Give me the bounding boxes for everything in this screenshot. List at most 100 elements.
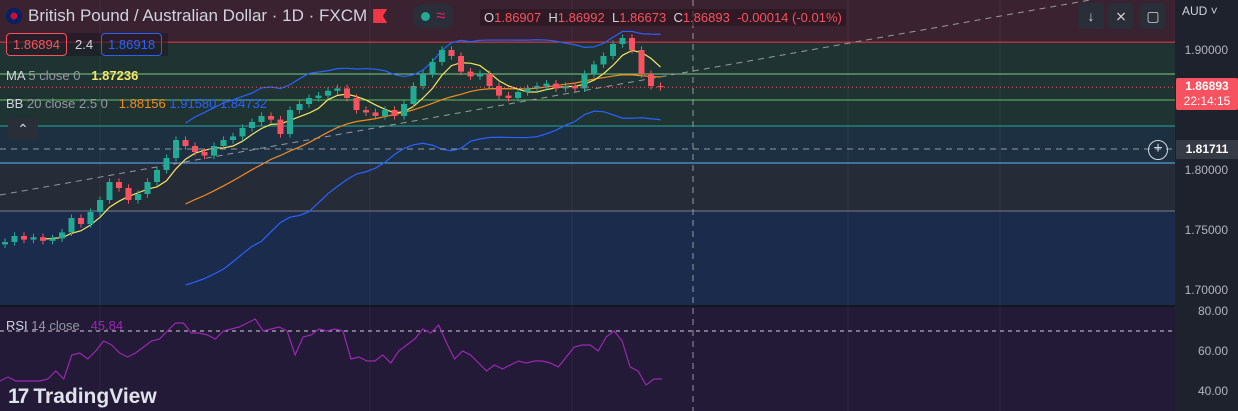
candle	[581, 74, 588, 89]
candle	[410, 86, 417, 104]
candle	[420, 74, 426, 86]
candle	[163, 158, 170, 170]
candle	[230, 136, 236, 140]
candle	[505, 95, 512, 98]
candle	[87, 212, 94, 224]
candle	[40, 237, 46, 241]
candle	[220, 140, 227, 146]
pane-divider	[0, 305, 1175, 307]
candle	[638, 50, 645, 74]
candle	[306, 98, 312, 104]
candle	[68, 218, 75, 233]
bb-lower-line	[185, 110, 661, 286]
candle	[486, 74, 493, 86]
rsi-tick: 80.00	[1197, 304, 1228, 318]
rsi-legend[interactable]: RSI 14 close 45.84	[6, 318, 124, 333]
tv-logo-icon: 17	[8, 385, 29, 408]
tradingview-logo[interactable]: 17 TradingView	[8, 385, 157, 408]
candle	[125, 188, 132, 200]
candle	[315, 95, 322, 98]
candle	[572, 86, 578, 89]
candle	[49, 238, 56, 241]
candle	[21, 236, 27, 240]
candle	[296, 104, 303, 110]
price-tick: 1.70000	[1184, 283, 1228, 297]
candle	[401, 104, 407, 116]
candle	[657, 86, 664, 88]
rsi-tick: 40.00	[1197, 384, 1228, 398]
scroll-down-button[interactable]: ↓	[1078, 3, 1104, 29]
candle	[610, 44, 616, 56]
fullscreen-button[interactable]: ▢	[1140, 3, 1166, 29]
candle	[648, 74, 654, 86]
candle	[239, 128, 246, 137]
candle	[106, 182, 113, 200]
candle	[458, 56, 464, 72]
price-axis	[1175, 0, 1238, 411]
buy-button[interactable]: 1.86918	[101, 33, 163, 56]
current-price-tag: 1.86893 22:14:15	[1176, 78, 1238, 110]
symbol-name: British Pound / Australian Dollar · 1D ·…	[28, 6, 368, 25]
candle	[144, 182, 151, 194]
bb-basis-line	[185, 74, 661, 205]
collapse-button[interactable]: ⨯	[1108, 3, 1134, 29]
candle	[78, 218, 84, 224]
candle	[353, 98, 360, 110]
candle	[211, 146, 217, 156]
candle	[496, 86, 502, 96]
collapse-legend-button[interactable]: ⌃	[8, 118, 38, 140]
bookmark-flag-icon[interactable]	[373, 9, 388, 23]
trade-panel: 1.86894 2.4 1.86918	[6, 33, 169, 56]
candle	[116, 182, 122, 188]
collapse-icon: ⨯	[1115, 7, 1127, 24]
candle	[135, 194, 141, 200]
candle	[249, 122, 255, 128]
candle	[467, 71, 474, 77]
price-tick: 1.90000	[1184, 43, 1228, 57]
candle	[30, 237, 37, 240]
candle	[629, 38, 635, 50]
candle	[382, 110, 388, 116]
ma-legend[interactable]: MA 5 close 0 1.87236	[6, 68, 139, 83]
candle	[154, 170, 160, 182]
candle	[2, 242, 8, 245]
candle	[11, 236, 18, 242]
chevron-up-icon: ⌃	[17, 120, 29, 137]
add-alert-plus-icon[interactable]: +	[1148, 140, 1168, 160]
candle	[97, 200, 103, 212]
candle	[192, 146, 198, 152]
candle	[524, 88, 531, 92]
candle	[325, 90, 331, 96]
candle	[182, 140, 189, 146]
fullscreen-icon: ▢	[1146, 7, 1160, 24]
wave-icon: ≈	[436, 6, 446, 25]
symbol-title[interactable]: British Pound / Australian Dollar · 1D ·…	[6, 4, 454, 28]
candle	[553, 83, 559, 89]
spread: 2.4	[75, 37, 94, 52]
trend-line	[0, 0, 1091, 196]
currency-selector[interactable]: AUD ˅	[1182, 4, 1218, 18]
rsi-tick: 60.00	[1197, 344, 1228, 358]
candle	[619, 38, 626, 44]
candle	[600, 56, 607, 65]
rsi-line	[0, 318, 662, 386]
market-status[interactable]: ≈	[413, 4, 454, 28]
candle	[344, 88, 350, 98]
price-tick: 1.75000	[1184, 223, 1228, 237]
candle	[372, 112, 379, 116]
bb-legend[interactable]: BB 20 close 2.5 0 1.88156 1.91580 1.8473…	[6, 96, 268, 111]
sell-button[interactable]: 1.86894	[6, 33, 67, 56]
candle	[334, 88, 341, 91]
candle	[268, 116, 274, 120]
candle	[515, 92, 521, 98]
candle	[543, 83, 550, 86]
candle	[562, 86, 569, 89]
fib-zone	[0, 163, 1175, 212]
rsi-pane	[0, 307, 1175, 411]
market-open-icon	[421, 11, 431, 21]
candle	[439, 50, 445, 62]
price-tick: 1.80000	[1184, 163, 1228, 177]
fib-zone	[0, 125, 1175, 164]
fib-zone	[0, 211, 1175, 305]
